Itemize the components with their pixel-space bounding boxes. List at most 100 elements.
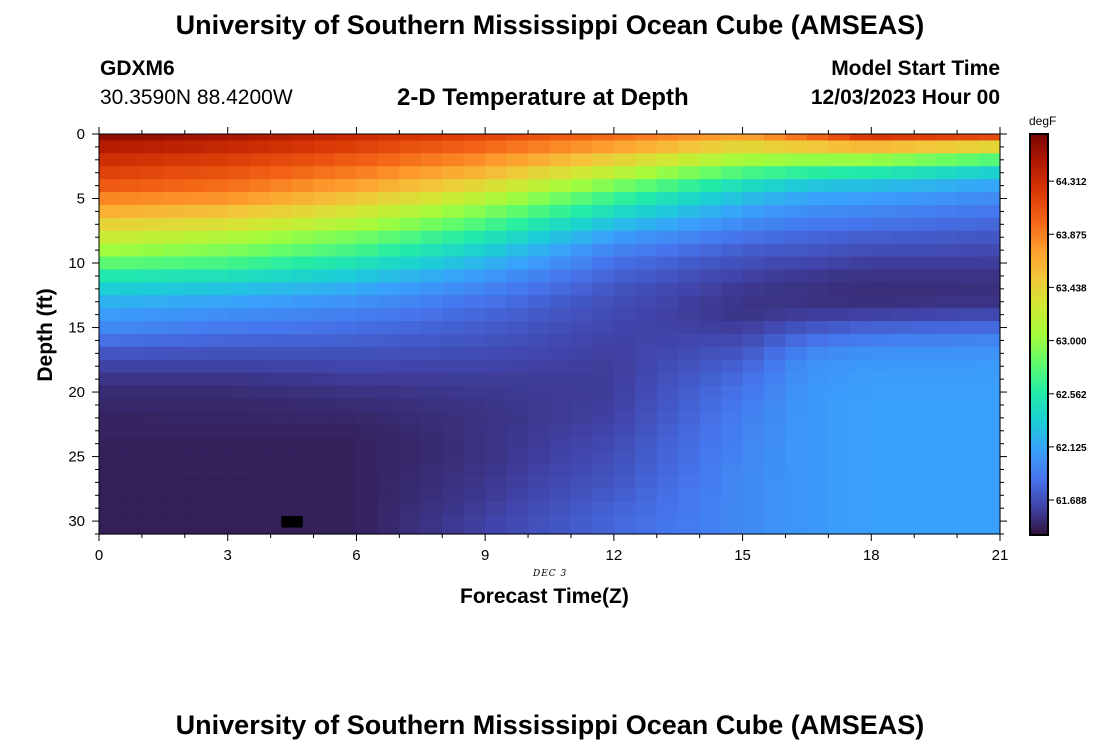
heatmap-cell: [957, 488, 980, 503]
heatmap-cell: [828, 308, 851, 322]
heatmap-cell: [871, 134, 894, 142]
heatmap-cell: [356, 398, 379, 413]
heatmap-cell: [399, 269, 422, 283]
heatmap-cell: [356, 424, 379, 438]
heatmap-cell: [206, 488, 229, 503]
heatmap-cell: [270, 450, 293, 464]
heatmap-cell: [141, 501, 164, 516]
heatmap-cell: [785, 488, 808, 503]
heatmap-cell: [377, 398, 400, 413]
heatmap-cell: [957, 269, 980, 283]
heatmap-cell: [528, 134, 551, 142]
heatmap-cell: [270, 230, 293, 245]
heatmap-cell: [206, 424, 229, 438]
heatmap-cell: [806, 192, 829, 206]
heatmap-cell: [528, 501, 551, 516]
heatmap-cell: [828, 514, 851, 535]
heatmap-cell: [592, 192, 615, 206]
heatmap-cell: [377, 282, 400, 296]
heatmap-cell: [935, 140, 958, 154]
heatmap-cell: [292, 463, 315, 477]
heatmap-cell: [206, 411, 229, 425]
heatmap-cell: [420, 424, 443, 438]
heatmap-cell: [206, 230, 229, 245]
heatmap-cell: [377, 514, 400, 535]
heatmap-cell: [99, 501, 122, 516]
heatmap-cell: [249, 334, 272, 348]
heatmap-cell: [99, 204, 122, 219]
heatmap-cell: [978, 179, 1001, 193]
heatmap-cell: [656, 411, 679, 425]
heatmap-cell: [656, 437, 679, 451]
heatmap-cell: [292, 321, 315, 335]
heatmap-cell: [356, 269, 379, 283]
heatmap-cell: [184, 501, 207, 516]
heatmap-cell: [721, 204, 744, 219]
heatmap-cell: [163, 411, 186, 425]
heatmap-cell: [549, 463, 572, 477]
heatmap-cell: [227, 501, 250, 516]
heatmap-cell: [828, 204, 851, 219]
heatmap-cell: [656, 385, 679, 400]
heatmap-cell: [785, 166, 808, 180]
heatmap-cell: [528, 488, 551, 503]
heatmap-cell: [871, 256, 894, 271]
heatmap-cell: [721, 140, 744, 154]
heatmap-cell: [914, 437, 937, 451]
heatmap-cell: [699, 411, 722, 425]
heatmap-cell: [892, 243, 915, 258]
heatmap-cell: [99, 308, 122, 322]
heatmap-cell: [785, 153, 808, 167]
heatmap-cell: [914, 140, 937, 154]
heatmap-cell: [528, 334, 551, 348]
heatmap-cell: [764, 204, 787, 219]
heatmap-cell: [828, 295, 851, 309]
heatmap-cell: [892, 321, 915, 335]
heatmap-cell: [249, 488, 272, 503]
heatmap-cell: [528, 424, 551, 438]
heatmap-cell: [914, 372, 937, 387]
heatmap-cell: [463, 256, 486, 271]
heatmap-cell: [270, 398, 293, 413]
heatmap-cell: [849, 192, 872, 206]
heatmap-cell: [463, 450, 486, 464]
heatmap-cell: [270, 437, 293, 451]
heatmap-cell: [785, 334, 808, 348]
heatmap-cell: [635, 230, 658, 245]
heatmap-cell: [892, 153, 915, 167]
heatmap-cell: [399, 372, 422, 387]
heatmap-cell: [892, 192, 915, 206]
heatmap-cell: [313, 282, 336, 296]
heatmap-cell: [377, 179, 400, 193]
heatmap-cell: [678, 346, 701, 361]
heatmap-cell: [935, 295, 958, 309]
heatmap-cell: [957, 424, 980, 438]
heatmap-cell: [871, 411, 894, 425]
heatmap-cell: [613, 256, 636, 271]
heatmap-cell: [935, 334, 958, 348]
heatmap-cell: [141, 243, 164, 258]
heatmap-cell: [528, 295, 551, 309]
heatmap-cell: [764, 217, 787, 232]
heatmap-cell: [377, 192, 400, 206]
heatmap-cell: [613, 450, 636, 464]
heatmap-cell: [699, 346, 722, 361]
heatmap-cell: [377, 437, 400, 451]
heatmap-cell: [699, 450, 722, 464]
heatmap-cell: [764, 398, 787, 413]
heatmap-cell: [249, 295, 272, 309]
heatmap-cell: [828, 346, 851, 361]
heatmap-cell: [678, 230, 701, 245]
y-tick-label: 30: [68, 513, 85, 530]
heatmap-cell: [377, 359, 400, 374]
heatmap-cell: [184, 372, 207, 387]
heatmap-cell: [721, 514, 744, 535]
heatmap-cell: [377, 488, 400, 503]
heatmap-cell: [120, 269, 143, 283]
heatmap-cell: [313, 217, 336, 232]
heatmap-cell: [699, 256, 722, 271]
heatmap-cell: [163, 192, 186, 206]
heatmap-cell: [549, 269, 572, 283]
heatmap-cell: [914, 134, 937, 142]
heatmap-cell: [613, 385, 636, 400]
